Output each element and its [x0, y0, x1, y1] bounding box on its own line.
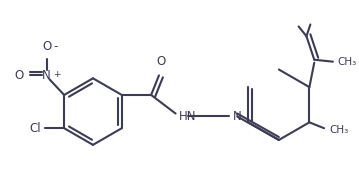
Text: O: O	[42, 40, 51, 53]
Text: CH₃: CH₃	[338, 57, 357, 67]
Text: N: N	[42, 69, 51, 82]
Text: -: -	[53, 40, 58, 53]
Text: O: O	[156, 55, 165, 68]
Text: HN: HN	[178, 110, 196, 123]
Text: +: +	[53, 70, 61, 80]
Text: Cl: Cl	[29, 122, 41, 135]
Text: N: N	[233, 110, 242, 123]
Text: O: O	[15, 69, 24, 82]
Text: CH₃: CH₃	[329, 125, 348, 135]
